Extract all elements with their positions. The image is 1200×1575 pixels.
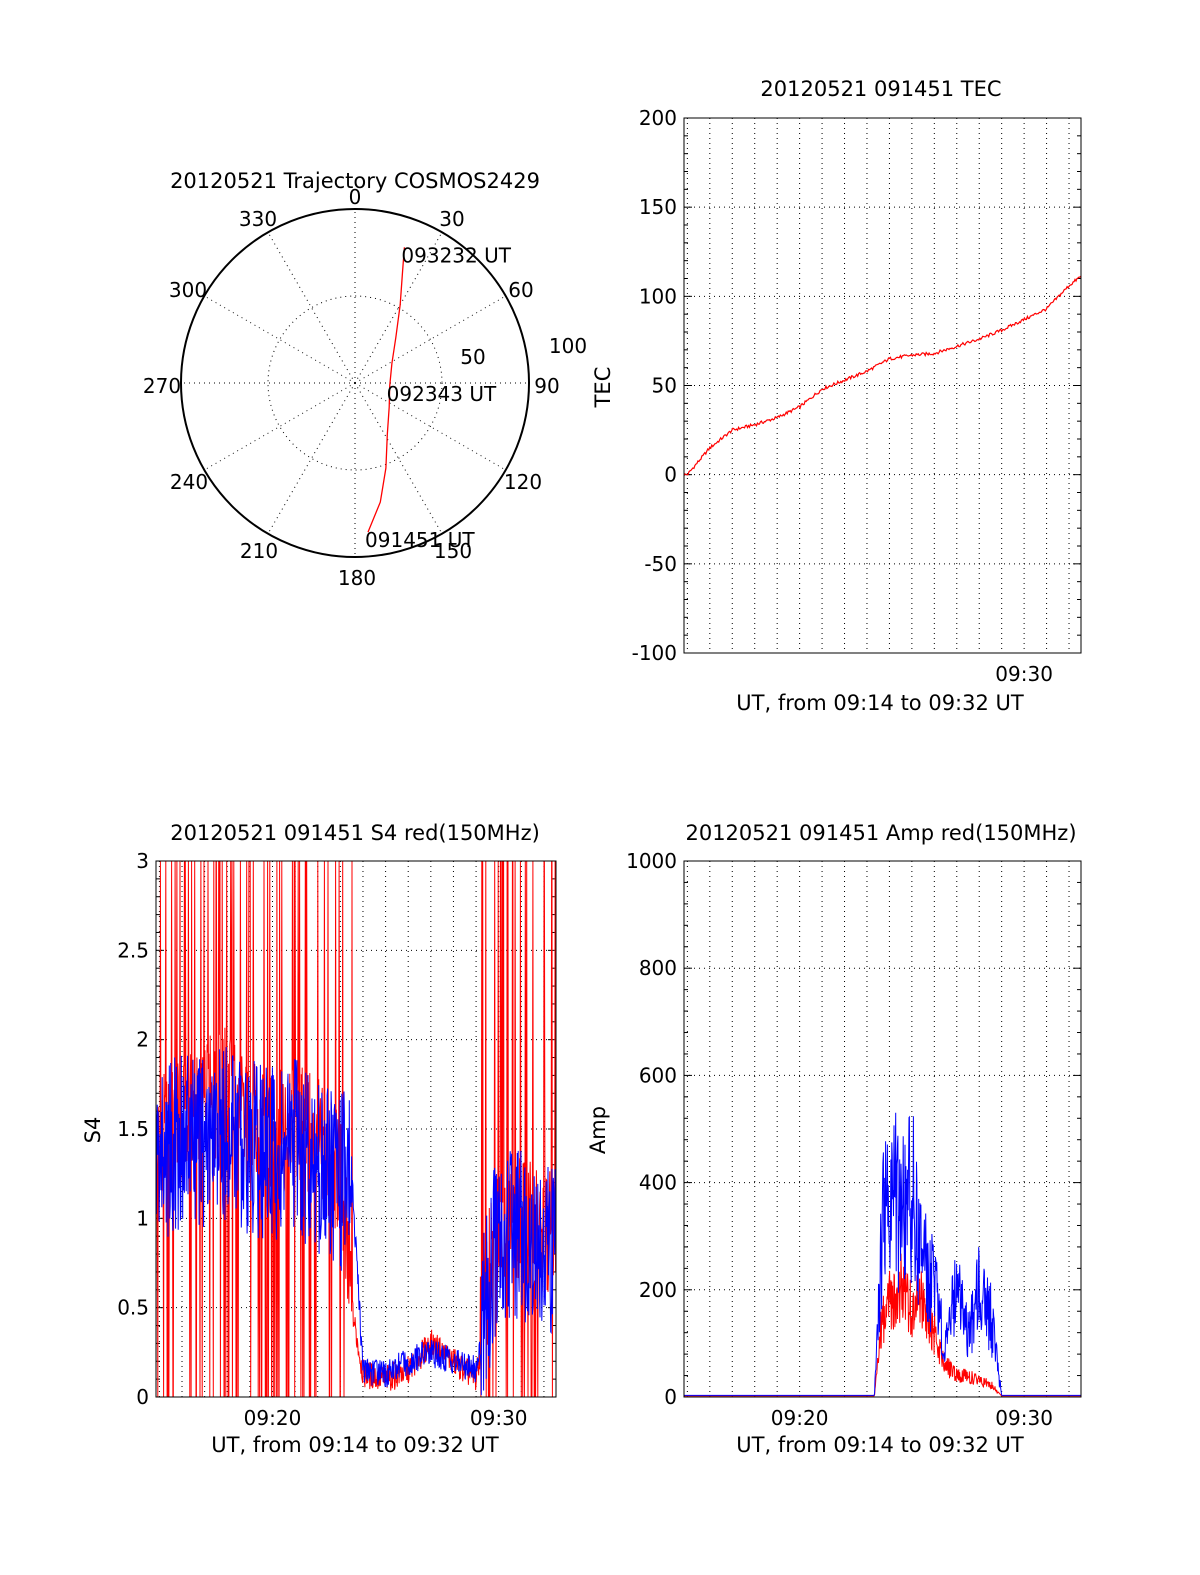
- amp-series-blue: [684, 1112, 1081, 1396]
- s4-ytick-label: 0.5: [117, 1296, 149, 1320]
- tec-ytick-label: 50: [652, 374, 677, 398]
- amp-xtick-label: 09:30: [995, 1406, 1053, 1430]
- polar-angle-label: 60: [508, 278, 533, 302]
- amp-panel: 20120521 091451 Amp red(150MHz) 0 200 400 6…: [586, 821, 1082, 1457]
- amp-ytick-label: 800: [639, 956, 677, 980]
- polar-angle-label: 30: [439, 207, 464, 231]
- polar-angle-label: 240: [170, 470, 208, 494]
- s4-ytick-label: 1: [136, 1206, 149, 1230]
- polar-spoke: [204, 382, 356, 471]
- amp-ytick-label: 0: [664, 1385, 677, 1409]
- amp-frame: [683, 860, 1082, 1398]
- amp-ytick-label: 200: [639, 1278, 677, 1302]
- polar-trajectory-panel: 20120521 Trajectory COSMOS2429 0 30 60 90 12…: [143, 169, 587, 590]
- tec-ytick-label: -100: [632, 641, 677, 665]
- polar-spoke: [267, 232, 356, 384]
- s4-xlabel: UT, from 09:14 to 09:32 UT: [211, 1433, 499, 1457]
- polar-series: [367, 247, 406, 533]
- amp-ylabel: Amp: [586, 1106, 610, 1154]
- tec-xlabel: UT, from 09:14 to 09:32 UT: [736, 691, 1024, 715]
- tec-panel: 20120521 091451 TEC -100 -50 0 50 100 150 200 0…: [591, 77, 1082, 715]
- amp-series-red: [684, 1253, 1081, 1397]
- polar-angle-label: 330: [239, 207, 277, 231]
- polar-angle-label: 270: [143, 374, 181, 398]
- s4-ylabel: S4: [81, 1117, 105, 1144]
- s4-xtick-label: 09:20: [244, 1406, 302, 1430]
- polar-angle-labels: 0 30 60 90 120 150 180 210 240 270 300 330 50 100: [143, 185, 587, 590]
- polar-angle-label: 90: [534, 374, 559, 398]
- polar-grid: [181, 209, 529, 557]
- tec-xtick-label: 09:30: [995, 662, 1053, 686]
- tec-title: 20120521 091451 TEC: [760, 77, 1001, 101]
- polar-angle-label: 120: [504, 470, 542, 494]
- amp-xlabel: UT, from 09:14 to 09:32 UT: [736, 1433, 1024, 1457]
- amp-ytick-label: 600: [639, 1063, 677, 1087]
- polar-spoke: [204, 295, 356, 384]
- polar-angle-label: 150: [434, 539, 472, 563]
- polar-spoke: [354, 232, 443, 384]
- amp-xtick-label: 09:20: [771, 1406, 829, 1430]
- s4-ytick-label: 2: [136, 1028, 149, 1052]
- s4-xtick-label: 09:30: [470, 1406, 528, 1430]
- s4-ytick-label: 0: [136, 1385, 149, 1409]
- amp-ytick-label: 1000: [626, 849, 677, 873]
- tec-ytick-label: 150: [639, 195, 677, 219]
- s4-ytick-label: 1.5: [117, 1117, 149, 1141]
- polar-outer-circle: [180, 208, 530, 558]
- s4-series-blue: [155, 1047, 557, 1396]
- polar-radial-label: 100: [549, 334, 587, 358]
- polar-title: 20120521 Trajectory COSMOS2429: [170, 169, 540, 193]
- tec-frame: [683, 117, 1082, 654]
- tec-ytick-label: -50: [644, 552, 677, 576]
- trajectory-line: [367, 247, 406, 533]
- s4-title: 20120521 091451 S4 red(150MHz): [170, 821, 540, 845]
- trajectory-time-label: 091451 UT: [365, 528, 475, 552]
- s4-ytick-label: 2.5: [117, 938, 149, 962]
- tec-ytick-label: 200: [639, 106, 677, 130]
- polar-spoke: [267, 382, 356, 534]
- polar-angle-label: 210: [240, 539, 278, 563]
- amp-ytick-label: 400: [639, 1171, 677, 1195]
- amp-title: 20120521 091451 Amp red(150MHz): [685, 821, 1076, 845]
- tec-series-red: [683, 275, 1082, 476]
- polar-angle-label: 180: [338, 566, 376, 590]
- polar-radial-label: 50: [460, 345, 485, 369]
- tec-ytick-label: 100: [639, 284, 677, 308]
- s4-frame: [155, 860, 557, 1398]
- polar-spoke: [354, 382, 443, 534]
- tec-ylabel: TEC: [591, 367, 615, 409]
- tec-ytick-label: 0: [664, 463, 677, 487]
- s4-panel: 20120521 091451 S4 red(150MHz) 0 0.5 1 1.5 2…: [81, 821, 557, 1457]
- polar-angle-label: 300: [169, 278, 207, 302]
- polar-spoke: [354, 295, 506, 384]
- s4-ytick-label: 3: [136, 849, 149, 873]
- polar-ring-50: [267, 295, 443, 471]
- polar-annotations: 093232 UT 092343 UT 091451 UT: [365, 243, 512, 552]
- polar-spoke: [354, 382, 506, 471]
- polar-angle-label: 0: [349, 185, 362, 209]
- trajectory-time-label: 093232 UT: [401, 243, 511, 267]
- trajectory-time-label: 092343 UT: [387, 382, 497, 406]
